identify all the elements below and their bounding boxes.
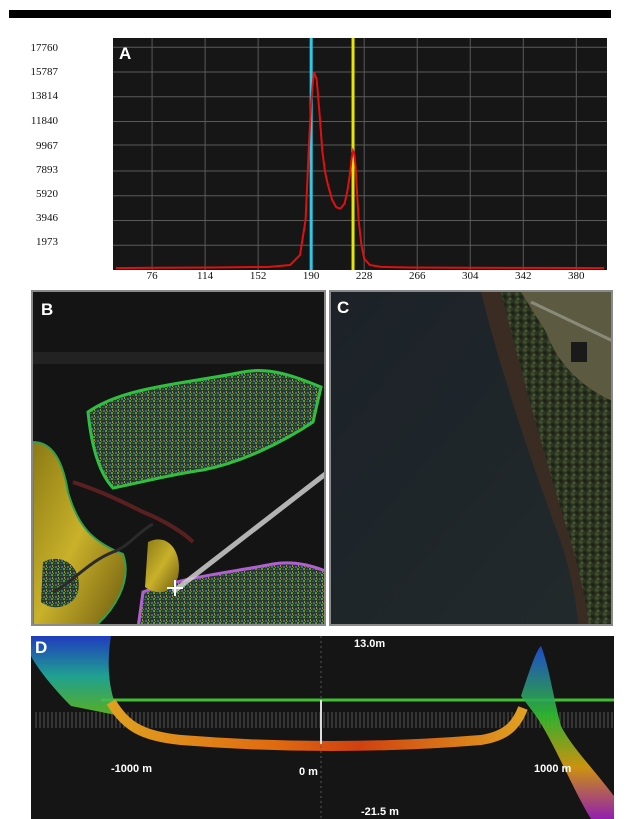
x-tick-label: 152	[249, 270, 267, 282]
chart-markers	[309, 38, 355, 270]
panel-letter-b: B	[41, 300, 54, 319]
panel-c-aerial-photo: C	[329, 290, 613, 626]
y-tick-label: 13814	[30, 90, 59, 102]
x-tick-label: 266	[408, 270, 426, 282]
series-line	[115, 71, 605, 270]
lidar-profile	[31, 636, 614, 819]
histogram-chart	[113, 38, 607, 270]
y-tick-label: 5920	[36, 188, 58, 200]
center-distance-label: 0 m	[299, 766, 318, 778]
x-tick-labels: 76 114 152 190 228 266 304 342 380	[113, 270, 607, 286]
panel-letter-c: C	[337, 298, 350, 317]
top-rule	[9, 10, 611, 18]
x-tick-label: 380	[568, 270, 585, 282]
x-tick-label: 76	[146, 270, 158, 282]
y-tick-label: 11840	[30, 115, 58, 127]
y-tick-label: 1973	[36, 236, 58, 248]
left-distance-label: -1000 m	[111, 763, 152, 775]
panel-letter-a: A	[119, 44, 132, 63]
y-tick-label: 17760	[30, 42, 59, 54]
x-tick-label: 342	[515, 270, 532, 282]
scale-top-label: 13.0m	[354, 638, 386, 650]
y-tick-label: 9967	[36, 140, 58, 152]
x-tick-label: 190	[302, 270, 320, 282]
aerial-photo	[331, 292, 611, 624]
x-tick-label: 228	[355, 270, 373, 282]
y-tick-label: 15787	[30, 66, 59, 78]
histogram-panel: A	[113, 38, 607, 270]
panel-d-profile: D 13.0m -1000 m 0 m 1000 m -21.5 m	[31, 636, 614, 819]
panel-b-relief-image: B	[31, 290, 326, 626]
chart-grid	[113, 38, 607, 270]
right-distance-label: 1000 m	[534, 763, 572, 775]
x-tick-label: 304	[461, 270, 479, 282]
scale-bottom-label: -21.5 m	[361, 806, 399, 818]
y-tick-label: 7893	[36, 164, 58, 176]
chart-series	[115, 71, 605, 270]
y-tick-label: 3946	[36, 212, 58, 224]
relief-image	[33, 292, 324, 624]
panel-letter-d: D	[35, 638, 48, 657]
x-tick-label: 114	[197, 270, 214, 282]
